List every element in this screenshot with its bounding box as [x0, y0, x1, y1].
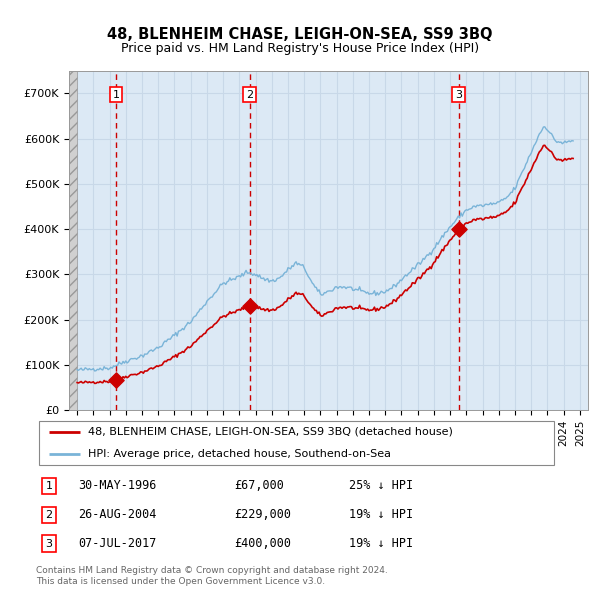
Text: 48, BLENHEIM CHASE, LEIGH-ON-SEA, SS9 3BQ: 48, BLENHEIM CHASE, LEIGH-ON-SEA, SS9 3B…	[107, 27, 493, 41]
Text: 2: 2	[46, 510, 53, 520]
Point	[112, 375, 121, 385]
Text: 48, BLENHEIM CHASE, LEIGH-ON-SEA, SS9 3BQ (detached house): 48, BLENHEIM CHASE, LEIGH-ON-SEA, SS9 3B…	[88, 427, 453, 437]
Text: 26-AUG-2004: 26-AUG-2004	[78, 508, 156, 521]
Text: 3: 3	[46, 539, 53, 549]
FancyBboxPatch shape	[38, 421, 554, 466]
Text: 07-JUL-2017: 07-JUL-2017	[78, 537, 156, 550]
Text: 30-MAY-1996: 30-MAY-1996	[78, 480, 156, 493]
Text: 2: 2	[246, 90, 253, 100]
Text: Contains HM Land Registry data © Crown copyright and database right 2024.: Contains HM Land Registry data © Crown c…	[36, 566, 388, 575]
Text: £229,000: £229,000	[235, 508, 292, 521]
Text: 1: 1	[46, 481, 53, 491]
Text: 25% ↓ HPI: 25% ↓ HPI	[349, 480, 413, 493]
Text: HPI: Average price, detached house, Southend-on-Sea: HPI: Average price, detached house, Sout…	[88, 449, 391, 459]
Text: £67,000: £67,000	[235, 480, 284, 493]
Bar	[69, 71, 77, 410]
Point	[245, 301, 254, 311]
Text: 3: 3	[455, 90, 462, 100]
Text: 19% ↓ HPI: 19% ↓ HPI	[349, 508, 413, 521]
Text: Price paid vs. HM Land Registry's House Price Index (HPI): Price paid vs. HM Land Registry's House …	[121, 42, 479, 55]
Text: This data is licensed under the Open Government Licence v3.0.: This data is licensed under the Open Gov…	[36, 577, 325, 586]
Text: 1: 1	[113, 90, 119, 100]
Point	[454, 224, 463, 234]
Text: £400,000: £400,000	[235, 537, 292, 550]
Text: 19% ↓ HPI: 19% ↓ HPI	[349, 537, 413, 550]
